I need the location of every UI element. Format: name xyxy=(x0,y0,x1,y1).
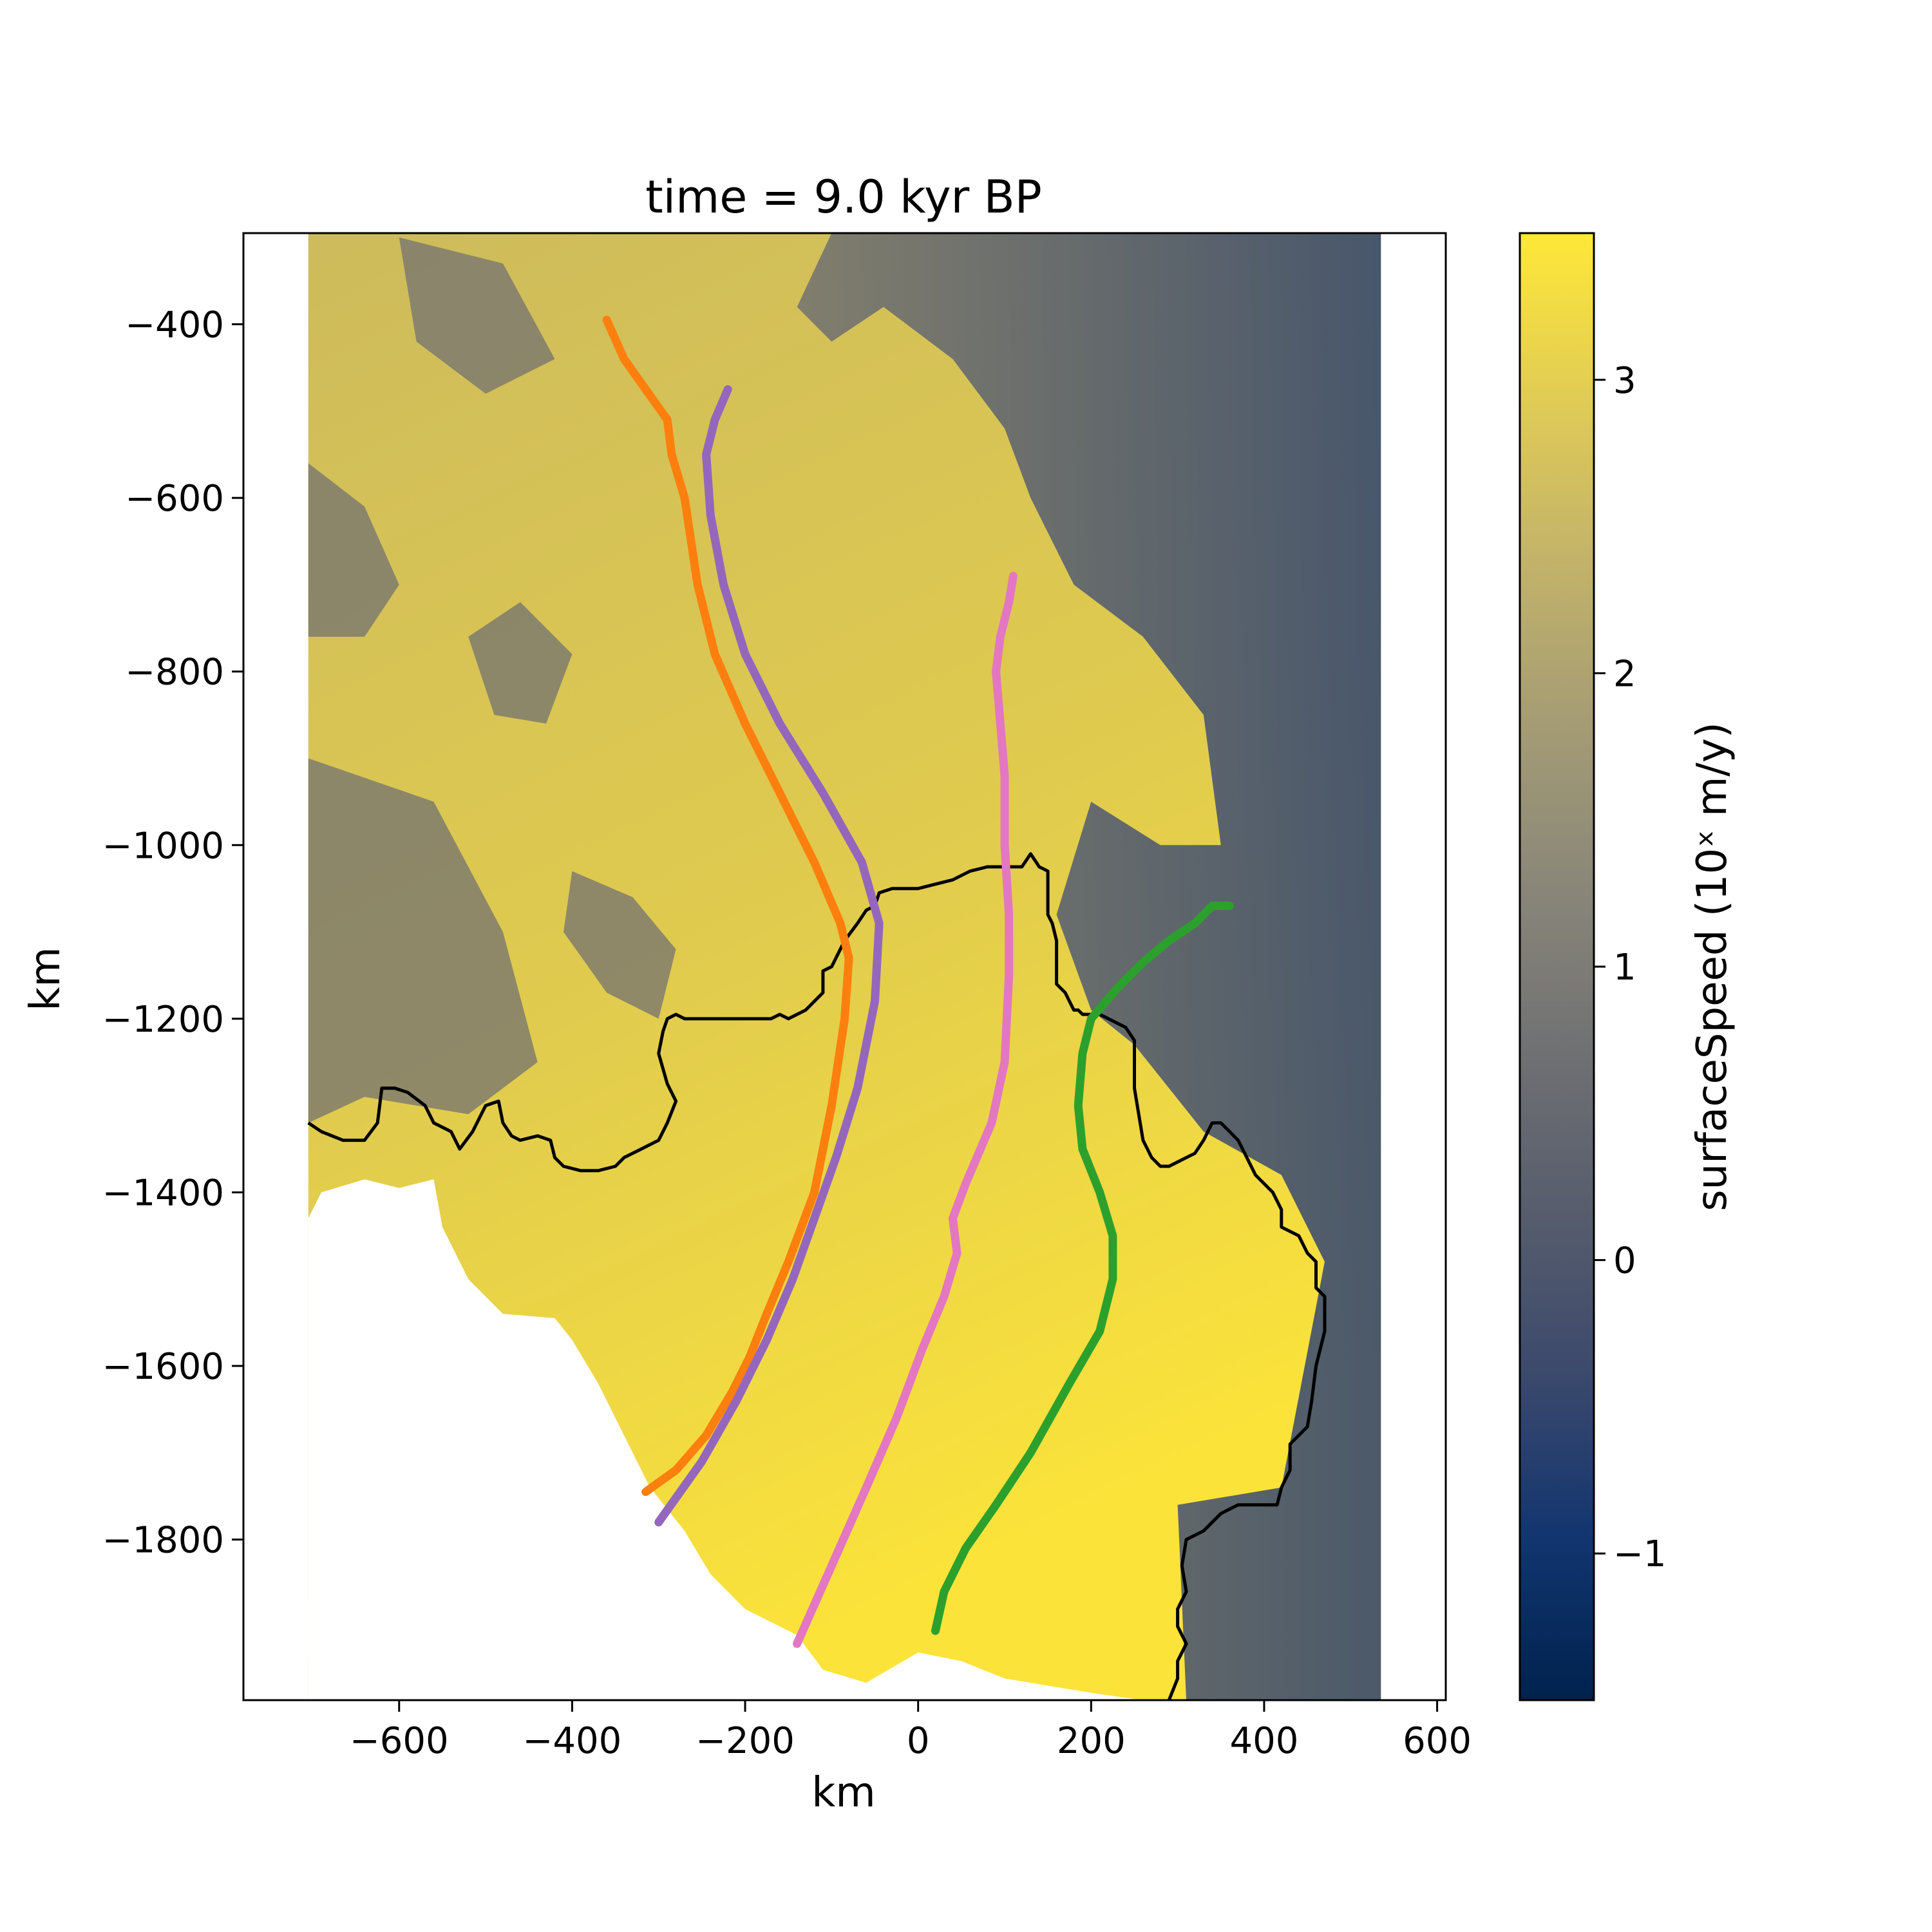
colorbar-tick-label: 1 xyxy=(1613,947,1636,989)
y-tick-label: −400 xyxy=(125,305,224,346)
ocean-mask xyxy=(308,1179,1143,1700)
colorbar-tick-label: 2 xyxy=(1613,653,1636,695)
x-axis-label: km xyxy=(811,1769,875,1817)
slow-flow-zone xyxy=(308,463,399,637)
colorbar-tick-label: 3 xyxy=(1613,360,1636,402)
y-tick-label: −800 xyxy=(125,652,224,694)
plot-frame xyxy=(242,232,1447,1701)
flowline-1 xyxy=(602,316,853,1496)
colorbar xyxy=(1519,232,1595,1701)
heatmap-area xyxy=(307,233,1381,1700)
slow-flow-zone xyxy=(399,237,555,394)
y-tick-label: −1800 xyxy=(102,1520,224,1562)
x-tick-label: 200 xyxy=(1057,1720,1126,1762)
y-axis-label: km xyxy=(22,947,70,1010)
flowline-4 xyxy=(931,902,1234,1635)
slow-flow-zone xyxy=(308,758,538,1123)
x-tick-label: 0 xyxy=(907,1720,930,1762)
chart-title: time = 9.0 kyr BP xyxy=(645,171,1042,223)
colorbar-ticks: −1 0 1 2 3 xyxy=(1594,360,1667,1575)
y-axis: −400 −600 −800 −1000 −1200 −1400 −1600 −1800 xyxy=(102,305,243,1562)
grounding-line xyxy=(307,852,1327,1700)
y-tick-label: −1000 xyxy=(102,825,224,867)
colorbar-tick-label: −1 xyxy=(1613,1533,1667,1575)
y-tick-label: −1400 xyxy=(102,1172,224,1214)
y-tick-label: −1200 xyxy=(102,999,224,1041)
slow-flow-zone xyxy=(563,871,676,1019)
x-tick-label: 400 xyxy=(1229,1720,1298,1762)
flowlines xyxy=(602,316,1234,1648)
y-tick-label: −600 xyxy=(125,478,224,520)
flowline-2 xyxy=(654,385,884,1527)
x-tick-label: 600 xyxy=(1403,1720,1472,1762)
y-tick-label: −1600 xyxy=(102,1346,224,1388)
colorbar-label: surfaceSpeed (10ˣ m/y) xyxy=(1689,722,1736,1211)
slow-flow-zones xyxy=(308,233,1381,1700)
flowline-3 xyxy=(793,571,1018,1648)
x-tick-label: −600 xyxy=(350,1720,449,1762)
slow-flow-zone xyxy=(468,601,573,724)
x-tick-label: −200 xyxy=(696,1720,795,1762)
x-tick-label: −400 xyxy=(522,1720,621,1762)
colorbar-tick-label: 0 xyxy=(1613,1240,1636,1282)
x-axis: −600 −400 −200 0 200 400 600 xyxy=(350,1700,1472,1762)
slow-flow-zone xyxy=(797,233,1381,1700)
